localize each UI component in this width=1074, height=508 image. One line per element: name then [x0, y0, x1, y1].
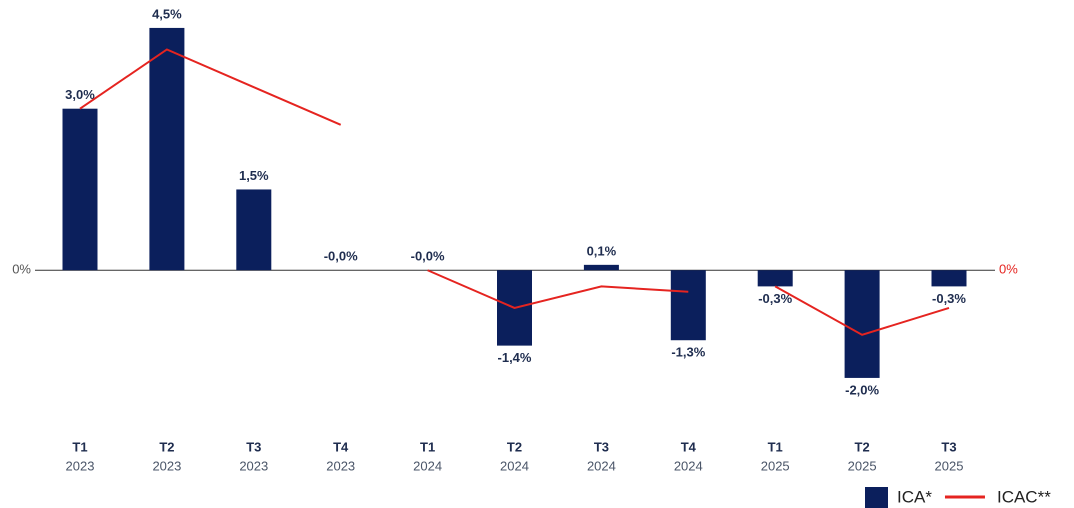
bar: [62, 108, 98, 271]
value-label: 3,0%: [65, 87, 95, 102]
value-label: -0,0%: [411, 249, 445, 264]
x-tick-year: 2024: [587, 458, 616, 473]
bar: [236, 189, 272, 271]
value-label: -0,3%: [758, 291, 792, 306]
value-label: -1,4%: [498, 350, 532, 365]
x-tick-quarter: T1: [72, 439, 87, 454]
value-label: 0,1%: [587, 243, 617, 258]
value-label: 4,5%: [152, 6, 182, 21]
value-label: -0,3%: [932, 291, 966, 306]
bar: [670, 270, 706, 341]
legend-label: ICAC**: [997, 487, 1051, 506]
x-tick-year: 2025: [935, 458, 964, 473]
x-tick-quarter: T1: [420, 439, 435, 454]
legend-label: ICA*: [897, 487, 932, 506]
bar: [757, 270, 793, 287]
x-tick-quarter: T3: [594, 439, 609, 454]
bar: [149, 27, 185, 271]
value-label: -2,0%: [845, 382, 879, 397]
value-label: -0,0%: [324, 249, 358, 264]
x-tick-year: 2024: [413, 458, 442, 473]
line: [427, 269, 689, 309]
y2-tick-label: 0%: [999, 262, 1018, 277]
x-tick-quarter: T3: [246, 439, 261, 454]
x-tick-quarter: T2: [159, 439, 174, 454]
legend-swatch: [865, 487, 888, 508]
x-tick-year: 2023: [326, 458, 355, 473]
x-tick-quarter: T1: [768, 439, 783, 454]
bar: [583, 264, 619, 271]
line: [774, 285, 950, 336]
x-tick-year: 2025: [848, 458, 877, 473]
x-tick-year: 2023: [239, 458, 268, 473]
bar: [931, 270, 967, 287]
x-tick-quarter: T4: [681, 439, 697, 454]
x-tick-year: 2024: [500, 458, 529, 473]
bar: [844, 270, 880, 378]
x-tick-quarter: T3: [941, 439, 956, 454]
x-tick-quarter: T2: [855, 439, 870, 454]
value-label: -1,3%: [671, 345, 705, 360]
value-label: 1,5%: [239, 168, 269, 183]
x-tick-year: 2025: [761, 458, 790, 473]
x-tick-year: 2023: [152, 458, 181, 473]
line: [79, 48, 342, 126]
x-tick-year: 2024: [674, 458, 703, 473]
x-tick-quarter: T4: [333, 439, 349, 454]
x-tick-year: 2023: [66, 458, 95, 473]
y-tick-label: 0%: [12, 262, 31, 277]
x-tick-quarter: T2: [507, 439, 522, 454]
